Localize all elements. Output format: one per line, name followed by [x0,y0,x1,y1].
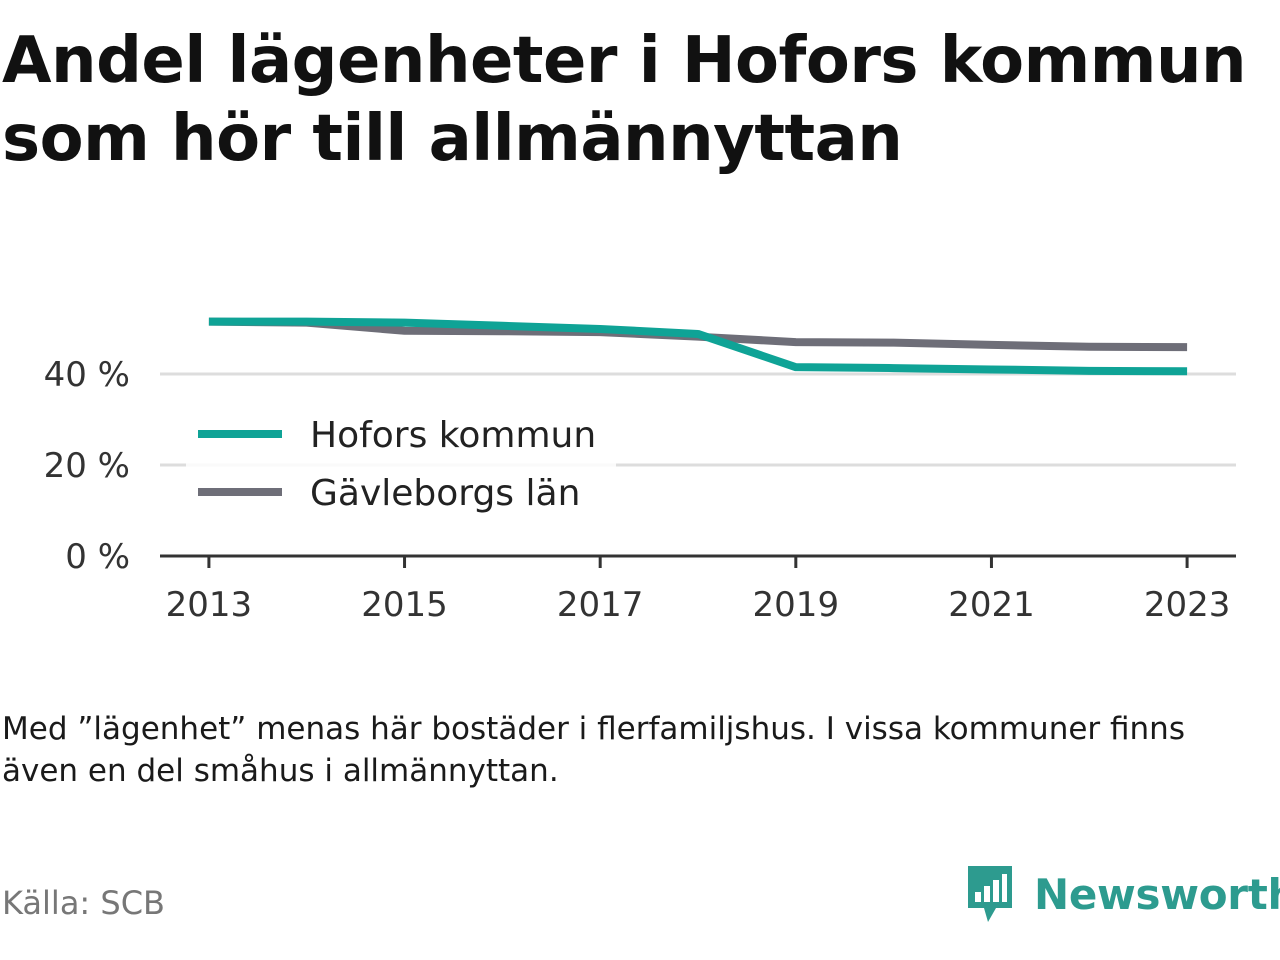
legend-background [186,402,616,526]
y-tick-label: 0 % [65,537,130,577]
x-tick-label: 2015 [361,585,448,625]
series-line-hofors [208,317,1188,376]
x-tick-label: 2021 [948,585,1035,625]
series-lines [208,317,1188,376]
y-tick-label: 20 % [44,446,130,486]
newsworthy-logo-icon [968,866,1012,922]
x-tick-label: 2017 [557,585,644,625]
chart-title-line-1: Andel lägenheter i Hofors kommun [2,24,1247,98]
footnote: Med ”lägenhet” menas här bostäder i fler… [2,711,1185,789]
brand-logo: Newsworthy [964,862,1280,926]
chart-title: Andel lägenheter i Hofors kommun som hör… [2,22,1262,178]
legend: Hofors kommun Gävleborgs län [186,402,616,526]
legend-label: Hofors kommun [310,415,596,456]
chart-title-line-2: som hör till allmännyttan [2,102,903,176]
brand-name: Newsworthy [1034,869,1280,919]
source-label: Källa: SCB [2,884,165,922]
y-tick-label: 40 % [44,355,130,395]
legend-label: Gävleborgs län [310,473,580,514]
x-axis: 2013 2015 2017 2019 2021 2023 [160,554,1236,625]
y-axis-ticks: 0 % 20 % 40 % [44,355,130,577]
x-tick-label: 2023 [1144,585,1231,625]
x-tick-label: 2019 [753,585,840,625]
x-tick-label: 2013 [166,585,253,625]
